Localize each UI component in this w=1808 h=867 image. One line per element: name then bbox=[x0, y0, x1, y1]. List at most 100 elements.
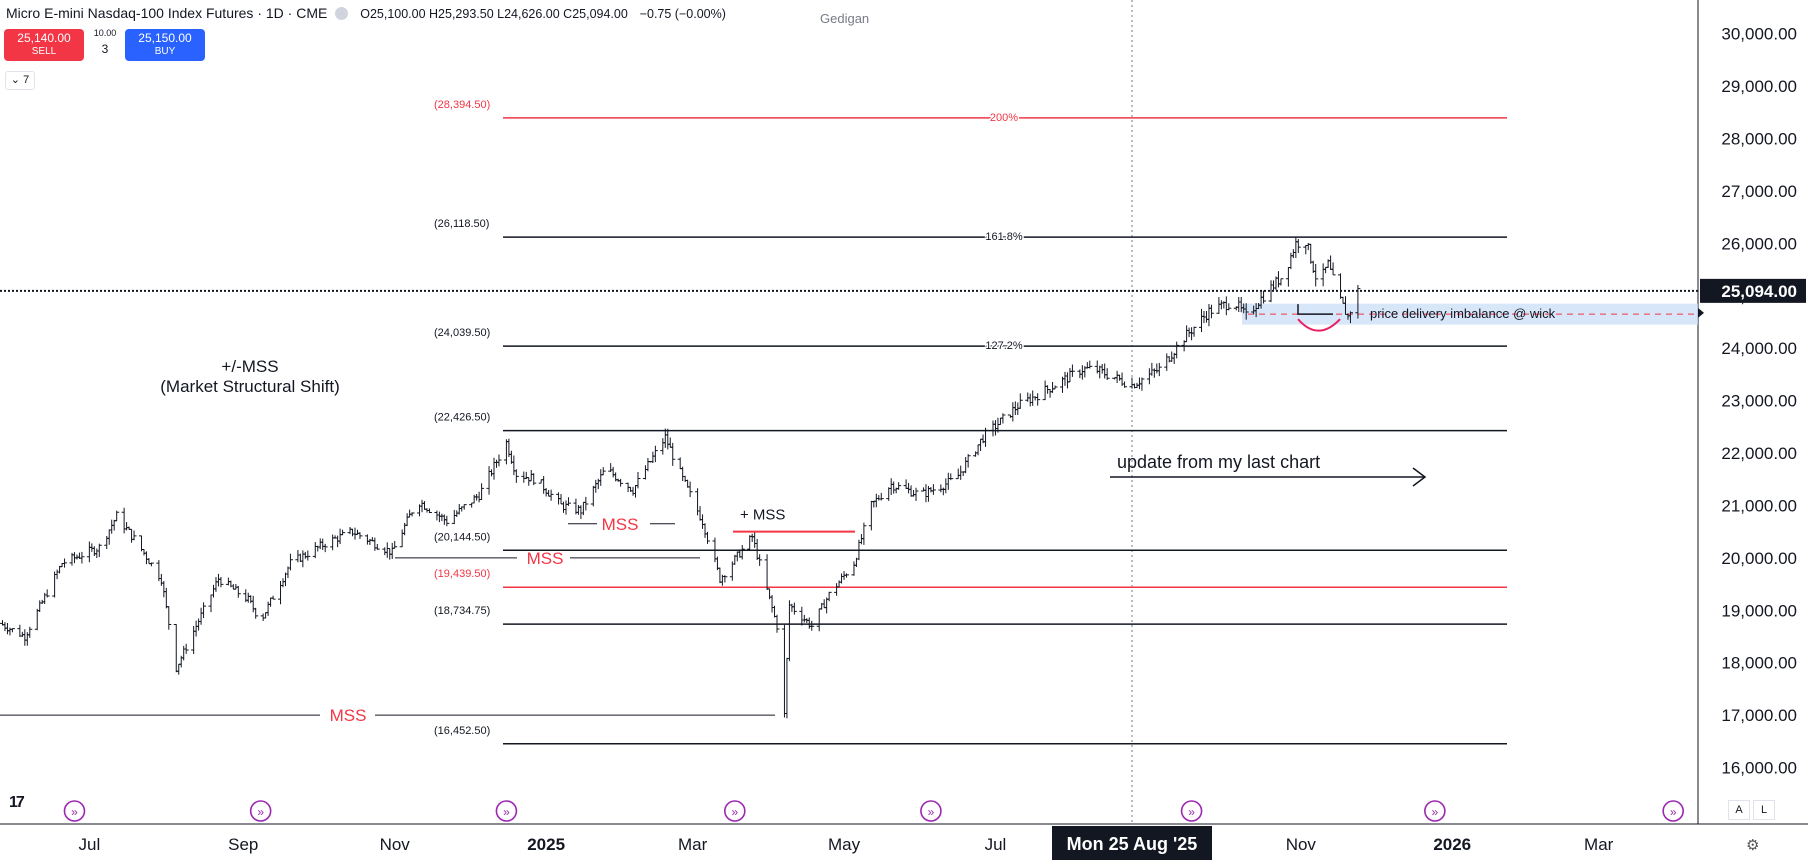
auto-scale-button[interactable]: A bbox=[1728, 800, 1750, 820]
gear-icon[interactable]: ⚙ bbox=[1746, 837, 1760, 854]
price-bar bbox=[906, 482, 912, 494]
wick-bracket bbox=[1297, 304, 1333, 315]
price-bar bbox=[1017, 393, 1023, 409]
price-bar bbox=[650, 451, 656, 464]
event-marker-icon bbox=[724, 800, 746, 822]
price-bar bbox=[476, 491, 482, 503]
price-bar bbox=[784, 657, 790, 719]
x-tick-label: Jul bbox=[985, 835, 1007, 854]
event-arrow-icon: » bbox=[1188, 805, 1195, 819]
price-bar bbox=[826, 591, 832, 602]
mss-subtitle: (Market Structural Shift) bbox=[160, 377, 340, 396]
price-bar bbox=[1010, 402, 1016, 422]
price-bar bbox=[1156, 362, 1162, 377]
price-bar bbox=[181, 645, 187, 661]
price-bar bbox=[1273, 276, 1279, 291]
x-tick-label: Sep bbox=[228, 835, 258, 854]
price-bar bbox=[1330, 262, 1336, 276]
price-bar bbox=[722, 575, 728, 583]
fib-level-label: (28,394.50) bbox=[434, 99, 490, 111]
price-bar bbox=[700, 514, 706, 529]
price-bar bbox=[340, 529, 346, 536]
price-bar bbox=[1035, 393, 1041, 406]
price-bar bbox=[635, 472, 641, 489]
price-bar bbox=[851, 561, 857, 576]
price-bar bbox=[265, 601, 271, 616]
imbalance-zone-label: price delivery imbalance @ wick bbox=[1370, 306, 1556, 321]
price-bar bbox=[312, 542, 318, 559]
price-bar bbox=[702, 523, 708, 538]
price-bar bbox=[772, 605, 778, 618]
price-bar bbox=[1077, 369, 1083, 379]
fib-ratio-label: 161.8% bbox=[985, 231, 1023, 243]
x-tick-label: Jul bbox=[79, 835, 101, 854]
price-bar bbox=[528, 470, 534, 482]
price-bar bbox=[295, 549, 301, 563]
price-bar bbox=[148, 562, 154, 567]
price-bar bbox=[176, 663, 182, 675]
price-bar bbox=[278, 581, 284, 605]
buy-button[interactable]: 25,150.00 BUY bbox=[125, 29, 205, 61]
price-bar bbox=[992, 420, 998, 436]
price-bar bbox=[511, 455, 517, 476]
price-bar bbox=[615, 478, 621, 482]
price-bar bbox=[94, 548, 100, 559]
price-bar bbox=[757, 554, 763, 566]
event-marker-icon bbox=[1180, 800, 1203, 822]
event-marker-icon bbox=[63, 800, 86, 822]
price-bar bbox=[878, 492, 884, 501]
event-arrow-icon: » bbox=[1670, 805, 1677, 819]
price-bar bbox=[513, 469, 519, 483]
log-scale-button[interactable]: L bbox=[1753, 800, 1775, 820]
price-bar bbox=[1199, 308, 1205, 333]
price-bar bbox=[1099, 364, 1105, 374]
fib-ratio-label: 127.2% bbox=[985, 340, 1023, 352]
price-bar bbox=[347, 526, 353, 535]
price-bar bbox=[496, 454, 502, 467]
price-bar bbox=[590, 485, 596, 507]
price-bar bbox=[834, 583, 840, 596]
price-bar bbox=[479, 483, 485, 501]
price-bar bbox=[548, 489, 554, 501]
price-bar bbox=[600, 467, 606, 476]
price-bar bbox=[575, 505, 581, 515]
price-bar bbox=[352, 527, 358, 540]
price-bar bbox=[183, 643, 189, 654]
price-bar bbox=[96, 543, 102, 558]
price-bar bbox=[660, 438, 666, 455]
y-tick-label: 20,000.00 bbox=[1721, 549, 1797, 568]
sell-price: 25,140.00 bbox=[17, 31, 71, 45]
price-bar bbox=[436, 511, 442, 523]
price-bar bbox=[471, 494, 477, 504]
price-bar bbox=[1062, 371, 1068, 386]
price-bar bbox=[419, 499, 425, 513]
price-bar bbox=[891, 481, 897, 494]
price-bar bbox=[193, 620, 199, 637]
price-bar bbox=[717, 567, 723, 584]
event-arrow-icon: » bbox=[71, 805, 78, 819]
last-price-box bbox=[1700, 278, 1806, 303]
quantity-field[interactable]: 10.00 3 bbox=[89, 28, 121, 56]
price-bar bbox=[158, 573, 164, 586]
sell-button[interactable]: 25,140.00 SELL bbox=[4, 29, 84, 61]
price-bar bbox=[22, 629, 28, 646]
price-bar bbox=[923, 484, 929, 503]
tradingview-logo-icon[interactable]: 17 bbox=[9, 794, 25, 811]
y-tick-label: 16,000.00 bbox=[1721, 759, 1797, 778]
indicators-toggle[interactable]: ⌄ 7 bbox=[5, 71, 35, 90]
price-bar bbox=[546, 489, 552, 497]
price-bar bbox=[1243, 303, 1249, 320]
price-bar bbox=[645, 457, 651, 472]
price-bar bbox=[1067, 367, 1073, 383]
price-bar bbox=[801, 614, 807, 623]
price-bar bbox=[958, 465, 964, 480]
price-bar bbox=[245, 592, 251, 603]
price-bar bbox=[809, 620, 815, 631]
price-bar bbox=[1174, 341, 1180, 359]
visibility-dot-icon[interactable] bbox=[335, 7, 349, 20]
price-bar bbox=[598, 469, 604, 486]
price-bar bbox=[769, 595, 775, 613]
symbol-title[interactable]: Micro E-mini Nasdaq-100 Index Futures · … bbox=[6, 5, 328, 21]
price-bar bbox=[399, 529, 405, 548]
